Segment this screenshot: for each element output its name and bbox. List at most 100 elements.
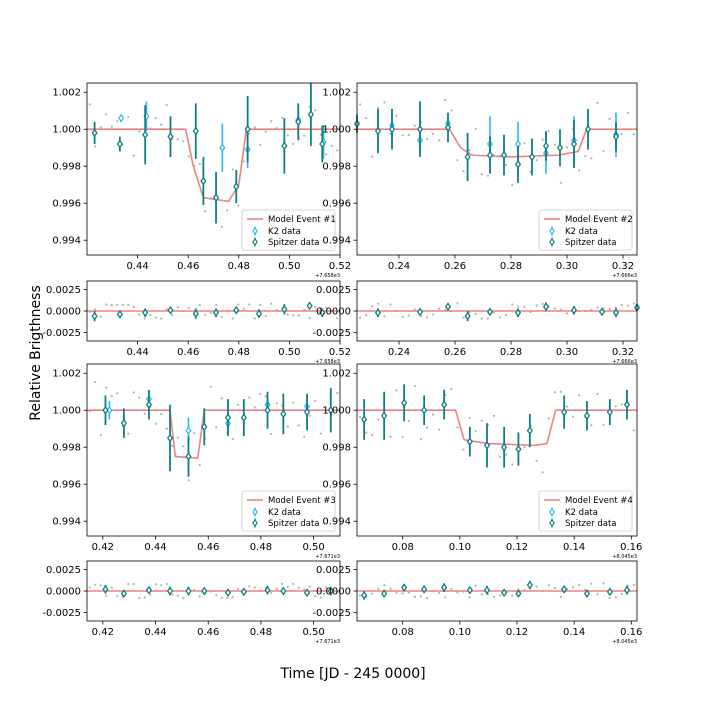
- spitzer-point: [401, 398, 408, 408]
- y-tick-label: 0.0025: [316, 565, 351, 576]
- raw-point: [275, 588, 278, 591]
- raw-point: [438, 307, 441, 310]
- raw-point: [590, 424, 593, 427]
- raw-point: [620, 403, 623, 406]
- raw-point: [602, 423, 605, 426]
- k2-point: [219, 143, 226, 152]
- raw-point: [535, 459, 538, 462]
- raw-point: [450, 109, 453, 112]
- legend-k2-marker: [549, 227, 555, 235]
- spitzer-point: [264, 405, 271, 415]
- raw-point: [209, 385, 212, 388]
- raw-point: [407, 591, 410, 594]
- spitzer-point: [116, 310, 123, 319]
- raw-point: [407, 133, 410, 136]
- raw-point: [468, 596, 471, 599]
- raw-point: [132, 305, 135, 309]
- spitzer-point: [319, 308, 326, 318]
- raw-point: [308, 414, 311, 417]
- raw-point: [407, 314, 410, 317]
- raw-point: [431, 132, 435, 135]
- legend-model-label: Model Event #1: [268, 215, 336, 225]
- raw-point: [204, 210, 207, 213]
- spitzer-point: [264, 585, 271, 595]
- spitzer-point: [623, 400, 631, 410]
- x-tick-label: 0.44: [144, 627, 166, 638]
- raw-point: [614, 596, 617, 599]
- spitzer-point: [303, 407, 311, 417]
- x-tick-label: 0.28: [500, 261, 522, 272]
- x-tick-label: 0.46: [197, 627, 219, 638]
- raw-point: [590, 157, 593, 160]
- spitzer-point: [561, 584, 568, 594]
- spitzer-point: [224, 588, 232, 598]
- raw-point: [559, 390, 563, 393]
- x-tick-label: 0.50: [303, 627, 325, 638]
- raw-point: [88, 103, 91, 106]
- raw-point: [215, 426, 218, 429]
- spitzer-point: [327, 586, 334, 596]
- raw-point: [220, 225, 223, 228]
- raw-point: [456, 302, 459, 305]
- raw-point: [286, 313, 289, 316]
- spitzer-point: [486, 150, 494, 160]
- spitzer-point: [295, 117, 302, 127]
- spitzer-point: [145, 400, 153, 410]
- x-tick-label: 0.46: [177, 347, 199, 358]
- raw-point: [438, 139, 441, 142]
- raw-point: [149, 593, 152, 596]
- y-tick-label: 0.998: [52, 443, 81, 454]
- y-tick-label: 1.002: [322, 369, 351, 380]
- raw-point: [474, 127, 477, 131]
- spitzer-point: [526, 426, 533, 435]
- raw-point: [176, 436, 179, 439]
- raw-point: [226, 209, 229, 212]
- legend-box: [241, 490, 336, 532]
- spitzer-point: [542, 141, 550, 151]
- raw-point: [336, 391, 339, 395]
- raw-point: [132, 391, 135, 394]
- raw-point: [165, 308, 168, 311]
- raw-point: [116, 303, 119, 307]
- spitzer-point: [388, 124, 396, 134]
- raw-point: [143, 317, 146, 320]
- raw-point: [253, 126, 256, 129]
- y-tick-label: 0.996: [322, 199, 351, 210]
- spitzer-point: [528, 152, 536, 162]
- raw-point: [319, 133, 322, 136]
- raw-point: [138, 313, 141, 316]
- raw-point: [511, 463, 514, 466]
- raw-point: [620, 132, 623, 135]
- spitzer-point: [142, 130, 149, 140]
- spitzer-point: [102, 405, 109, 415]
- raw-point: [143, 412, 146, 415]
- legend-spitzer-marker: [549, 519, 555, 527]
- spitzer-point: [192, 309, 199, 318]
- raw-point: [330, 144, 333, 147]
- x-tick-label: 0.52: [329, 261, 351, 272]
- raw-point: [297, 314, 300, 317]
- raw-point: [553, 307, 556, 310]
- raw-point: [535, 159, 538, 162]
- raw-point: [492, 595, 496, 598]
- spitzer-point: [483, 585, 491, 595]
- raw-point: [264, 395, 267, 398]
- raw-point: [358, 103, 362, 106]
- raw-point: [474, 312, 477, 315]
- raw-point: [253, 586, 256, 589]
- spitzer-point: [240, 587, 247, 597]
- x-tick-label: 0.16: [620, 542, 642, 553]
- raw-point: [297, 586, 300, 589]
- raw-point: [171, 593, 174, 596]
- raw-point: [571, 415, 575, 419]
- legend-spitzer-marker: [252, 238, 258, 246]
- x-offset-label: +7.658e3: [315, 359, 340, 365]
- raw-point: [165, 427, 168, 430]
- raw-point: [547, 417, 550, 420]
- raw-point: [105, 113, 108, 116]
- x-tick-label: 0.48: [228, 261, 250, 272]
- legend-spitzer-label: Spitzer data: [268, 238, 320, 248]
- raw-point: [474, 584, 477, 587]
- y-tick-label: 0.996: [52, 480, 81, 491]
